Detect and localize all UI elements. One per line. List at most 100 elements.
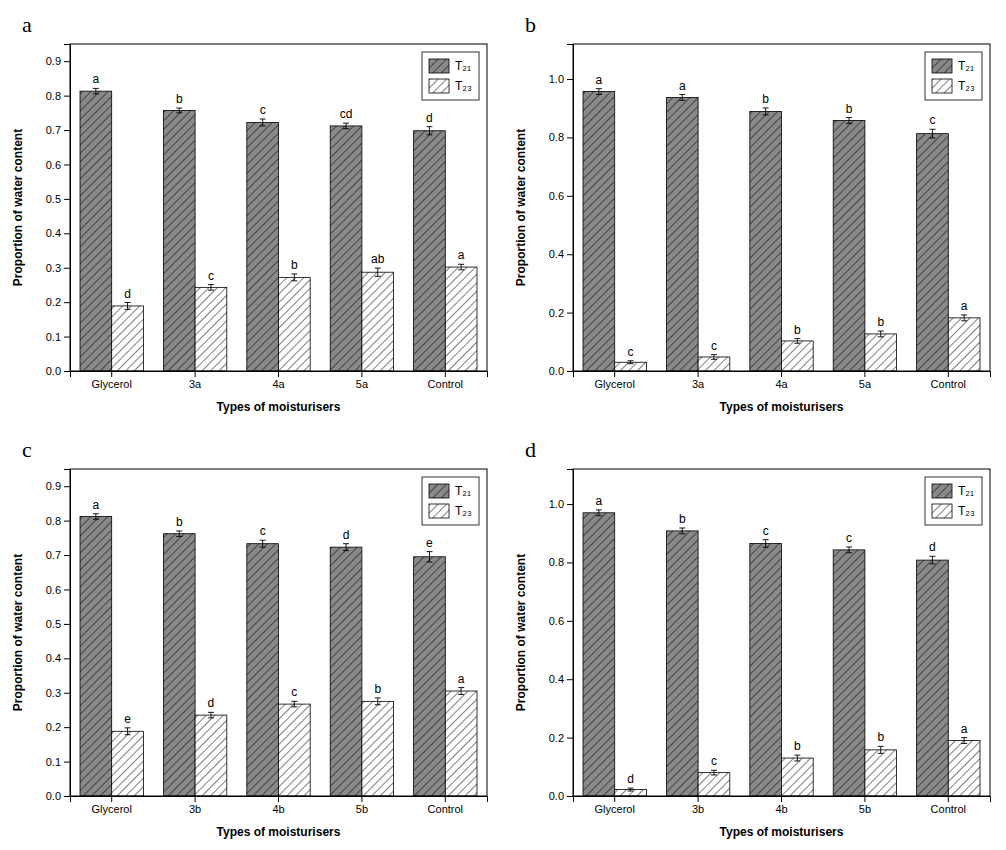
bar [163,534,195,796]
y-tick-label: 0.0 [549,365,564,377]
bar [330,126,362,371]
y-tick: 0.8 [549,131,573,143]
y-tick: 0.4 [549,248,573,260]
y-tick-mark [64,521,70,522]
y-tick: 0.9 [46,480,70,492]
legend-item: T₂₁ [429,484,471,498]
legend-label: T₂₃ [958,504,975,518]
bar [445,691,477,796]
x-tick: Control [428,796,463,815]
y-tick-mark [64,555,70,556]
legend-items: T₂₁T₂₃ [932,59,975,93]
x-axis: Glycerol3a4a5aControl [71,371,488,390]
x-tick-label: 3b [189,803,201,815]
error-bar [878,331,884,337]
legend-swatch [429,504,449,518]
legend-swatch [429,59,449,73]
error-bar [260,540,266,547]
error-bar [596,89,602,95]
significance-label: a [961,299,968,313]
y-tick: 0.2 [46,296,70,308]
chart-svg: abccdddcbaba0.00.10.20.30.40.50.60.70.80… [0,0,1006,850]
bar [782,758,814,796]
y-tick-label: 0.6 [549,615,564,627]
y-tick: 0.0 [46,365,70,377]
error-bar [878,746,884,753]
error-bar [458,688,464,695]
bar [414,131,446,371]
bar [112,306,144,371]
significance-label: e [124,712,131,726]
y-tick-mark [64,693,70,694]
y-axis: 0.00.10.20.30.40.50.60.70.80.9 [46,45,71,378]
y-tick: 0.6 [549,615,573,627]
significance-label: a [93,72,100,86]
legend: T₂₁T₂₃ [925,477,982,525]
bar [247,544,279,796]
x-tick: 5a [859,371,872,390]
y-tick-label: 0.8 [549,556,564,568]
y-tick-mark [567,621,573,622]
x-tick-mark [614,371,615,377]
x-tick: Control [931,796,966,815]
legend-item: T₂₃ [932,504,975,518]
legend-item: T₂₃ [429,504,472,518]
error-bar [679,95,685,101]
x-tick-label: Glycerol [595,803,635,815]
annotations: abcdeedcba [93,498,465,726]
error-bar [176,108,182,113]
significance-label: d [124,287,131,301]
error-bar [125,303,131,310]
x-tick-mark [948,796,949,802]
bar-series [615,738,980,796]
x-tick: Glycerol [92,796,132,815]
error-bar [125,728,131,735]
error-bar [628,788,634,791]
x-tick-mark [948,371,949,377]
legend: T₂₁T₂₃ [925,52,982,100]
bar [195,287,227,371]
y-tick: 1.0 [549,498,573,510]
error-bar [426,552,432,562]
x-tick-mark [361,796,362,802]
bar [666,531,698,796]
y-tick-label: 0.0 [46,365,61,377]
bar [865,334,897,371]
legend-label: T₂₁ [455,484,471,498]
x-tick-label: 5a [859,378,872,390]
x-tick: 4b [272,796,284,815]
y-tick: 0.5 [46,618,70,630]
panel-label: b [525,12,536,37]
x-tick: 3b [189,796,201,815]
y-tick-label: 0.2 [549,732,564,744]
significance-label: a [596,494,603,508]
y-tick: 0.8 [46,515,70,527]
x-axis-line [71,797,488,803]
x-tick-label: Glycerol [92,803,132,815]
y-tick-label: 0.4 [549,248,564,260]
y-tick-mark [567,79,573,80]
y-tick-mark [567,738,573,739]
y-tick: 1.0 [549,73,573,85]
y-axis-title: Proportion of water content [11,554,25,711]
significance-label: c [711,339,717,353]
significance-label: d [426,111,433,125]
error-bar [846,547,852,553]
x-tick-label: Control [428,803,463,815]
error-bar [291,701,297,707]
bar [112,731,144,796]
legend-frame [422,477,479,525]
significance-label: b [374,682,381,696]
error-bar [679,528,685,534]
x-tick-mark [614,796,615,802]
error-bar [794,755,800,761]
significance-label: d [343,528,350,542]
error-bar [93,88,99,94]
error-bar [291,274,297,281]
x-tick-mark [698,796,699,802]
y-tick: 0.4 [46,652,70,664]
plot-frame [70,44,487,371]
bar [583,92,615,371]
significance-label: b [291,258,298,272]
y-tick-mark [64,589,70,590]
